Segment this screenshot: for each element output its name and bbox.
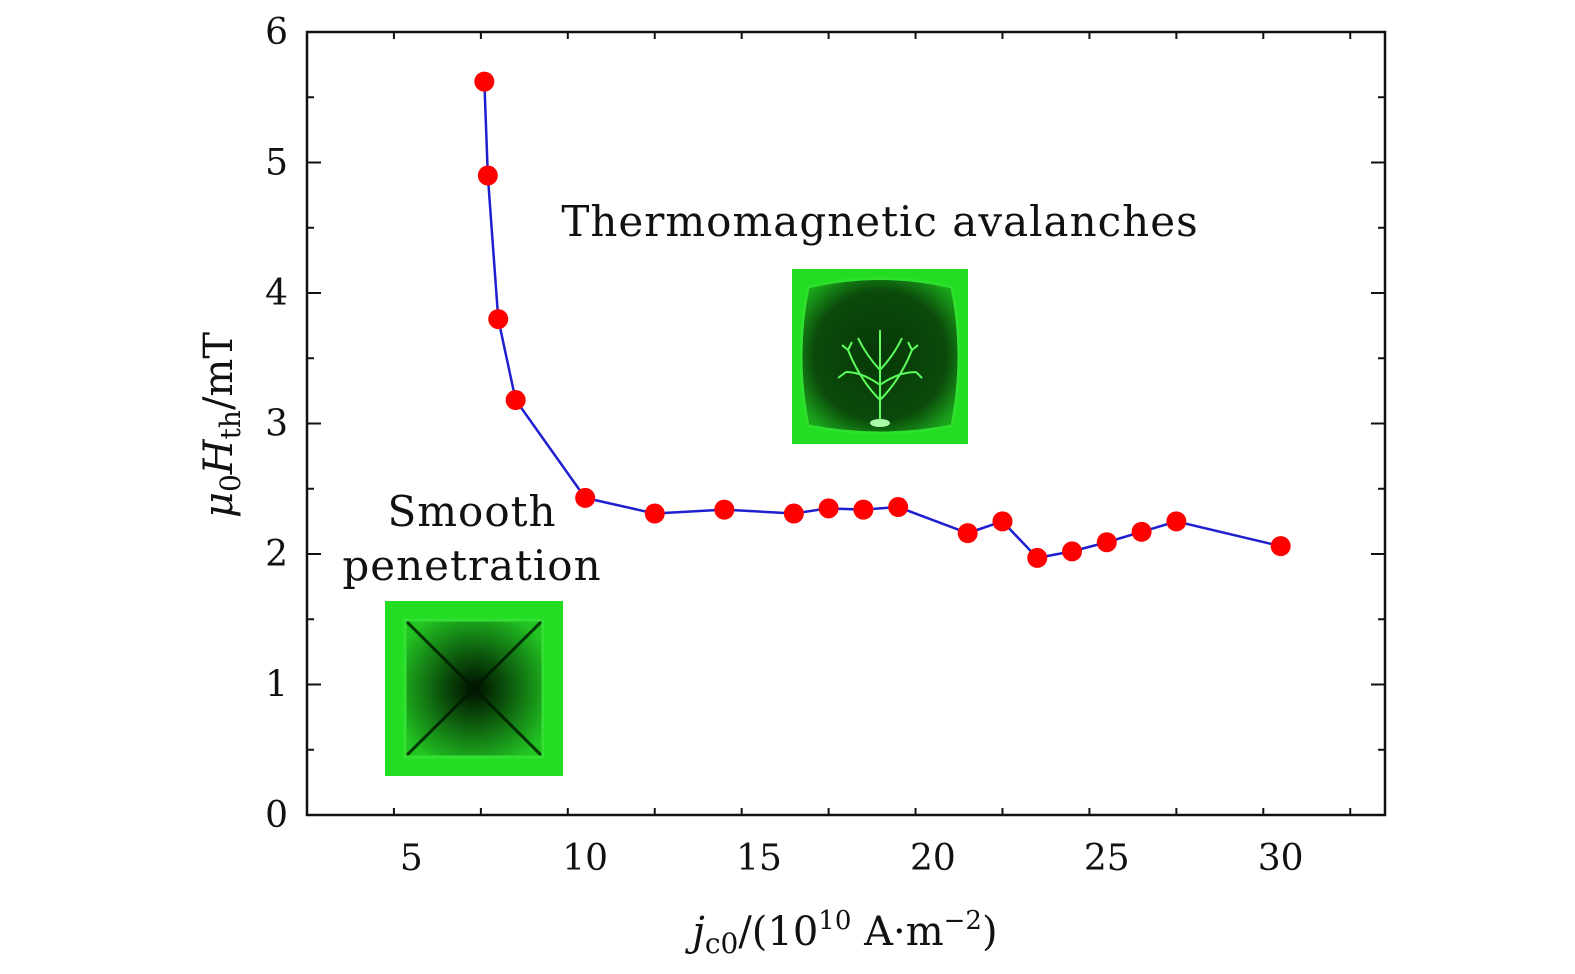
y-axis-ticks: 0 1 2 3 4 5 6 — [265, 12, 1385, 836]
data-point — [1270, 536, 1291, 557]
data-point — [477, 165, 498, 186]
data-point — [1166, 511, 1187, 532]
annotation-smooth: Smooth — [387, 487, 556, 536]
x-tick-label: 20 — [910, 838, 956, 879]
data-point — [474, 71, 495, 92]
y-tick-label: 2 — [265, 534, 288, 575]
data-point — [992, 511, 1013, 532]
series-points — [474, 71, 1291, 568]
data-point — [888, 497, 909, 518]
x-axis-title: jc0/(1010 A·m−2) — [684, 906, 997, 960]
x-tick-label: 15 — [736, 838, 782, 879]
y-tick-label: 4 — [265, 273, 288, 314]
data-point — [1027, 547, 1048, 568]
avalanche-inset — [792, 269, 968, 444]
data-point — [1062, 541, 1083, 562]
smooth-penetration-inset — [385, 601, 563, 776]
y-tick-label: 3 — [265, 404, 288, 445]
y-axis-title: μ0Hth/mT — [196, 332, 247, 518]
x-axis-ticks: 5 10 15 20 25 30 — [306, 32, 1352, 879]
y-tick-label: 5 — [265, 143, 288, 184]
data-point — [957, 523, 978, 544]
data-point — [644, 503, 665, 524]
y-tick-label: 1 — [265, 665, 288, 706]
data-point — [1131, 521, 1152, 542]
x-tick-label: 10 — [562, 838, 608, 879]
y-tick-label: 0 — [265, 795, 288, 836]
annotation-avalanches: Thermomagnetic avalanches — [561, 197, 1198, 246]
x-tick-label: 30 — [1258, 838, 1304, 879]
data-point — [1096, 532, 1117, 553]
y-tick-label: 6 — [265, 12, 288, 53]
data-point — [714, 499, 735, 520]
annotation-penetration: penetration — [342, 541, 601, 590]
data-point — [488, 309, 509, 330]
data-point — [575, 487, 596, 508]
data-point — [783, 503, 804, 524]
data-point — [505, 390, 526, 411]
x-tick-label: 5 — [400, 838, 423, 879]
data-point — [818, 498, 839, 519]
x-tick-label: 25 — [1084, 838, 1130, 879]
data-point — [853, 499, 874, 520]
